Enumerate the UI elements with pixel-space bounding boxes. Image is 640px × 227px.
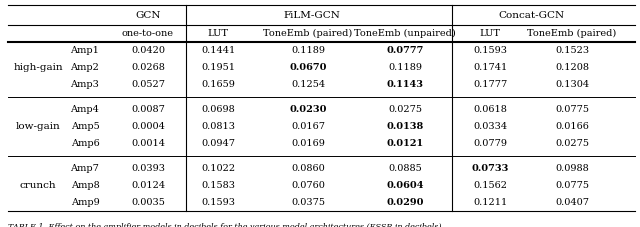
Text: 0.1593: 0.1593 <box>201 198 235 207</box>
Text: 0.0860: 0.0860 <box>291 164 325 173</box>
Text: Amp6: Amp6 <box>70 139 99 148</box>
Text: 0.1189: 0.1189 <box>291 46 325 55</box>
Text: ToneEmb (paired): ToneEmb (paired) <box>527 29 616 38</box>
Text: 0.1189: 0.1189 <box>388 63 422 72</box>
Text: 0.0775: 0.0775 <box>555 181 589 190</box>
Text: LUT: LUT <box>479 29 500 38</box>
Text: 0.0988: 0.0988 <box>555 164 589 173</box>
Text: LUT: LUT <box>207 29 228 38</box>
Text: 0.0604: 0.0604 <box>387 181 424 190</box>
Text: 0.1254: 0.1254 <box>291 80 325 89</box>
Text: 0.0775: 0.0775 <box>555 105 589 114</box>
Text: 0.1208: 0.1208 <box>555 63 589 72</box>
Text: 0.0004: 0.0004 <box>131 122 165 131</box>
Text: 0.0035: 0.0035 <box>131 198 165 207</box>
Text: Amp8: Amp8 <box>70 181 99 190</box>
Text: 0.0275: 0.0275 <box>388 105 422 114</box>
Text: 0.1583: 0.1583 <box>201 181 235 190</box>
Text: Amp1: Amp1 <box>70 46 99 55</box>
Text: Concat-GCN: Concat-GCN <box>498 10 564 20</box>
Text: 0.0014: 0.0014 <box>131 139 165 148</box>
Text: 0.1022: 0.1022 <box>201 164 235 173</box>
Text: 0.0813: 0.0813 <box>201 122 235 131</box>
Text: 0.0420: 0.0420 <box>131 46 165 55</box>
Text: ToneEmb (unpaired): ToneEmb (unpaired) <box>354 29 456 38</box>
Text: 0.0166: 0.0166 <box>555 122 589 131</box>
Text: Amp7: Amp7 <box>70 164 99 173</box>
Text: 0.1777: 0.1777 <box>473 80 507 89</box>
Text: GCN: GCN <box>135 10 161 20</box>
Text: crunch: crunch <box>20 181 56 190</box>
Text: 0.0087: 0.0087 <box>131 105 165 114</box>
Text: 0.0375: 0.0375 <box>291 198 325 207</box>
Text: 0.0169: 0.0169 <box>291 139 325 148</box>
Text: 0.0885: 0.0885 <box>388 164 422 173</box>
Text: Amp3: Amp3 <box>70 80 99 89</box>
Text: 0.0760: 0.0760 <box>291 181 325 190</box>
Text: 0.1441: 0.1441 <box>201 46 235 55</box>
Text: high-gain: high-gain <box>13 63 63 72</box>
Text: 0.1211: 0.1211 <box>473 198 507 207</box>
Text: ToneEmb (paired): ToneEmb (paired) <box>264 29 353 38</box>
Text: 0.0407: 0.0407 <box>555 198 589 207</box>
Text: 0.0698: 0.0698 <box>201 105 235 114</box>
Text: 0.1523: 0.1523 <box>555 46 589 55</box>
Text: low-gain: low-gain <box>15 122 60 131</box>
Text: 0.0121: 0.0121 <box>387 139 424 148</box>
Text: 0.0733: 0.0733 <box>471 164 509 173</box>
Text: 0.0268: 0.0268 <box>131 63 165 72</box>
Text: 0.0138: 0.0138 <box>387 122 424 131</box>
Text: Amp5: Amp5 <box>70 122 99 131</box>
Text: Amp2: Amp2 <box>70 63 99 72</box>
Text: 0.1659: 0.1659 <box>201 80 235 89</box>
Text: 0.0334: 0.0334 <box>473 122 507 131</box>
Text: 0.0167: 0.0167 <box>291 122 325 131</box>
Text: 0.1593: 0.1593 <box>473 46 507 55</box>
Text: 0.0779: 0.0779 <box>473 139 507 148</box>
Text: 0.0290: 0.0290 <box>387 198 424 207</box>
Text: 0.0777: 0.0777 <box>387 46 424 55</box>
Text: 0.0670: 0.0670 <box>289 63 327 72</box>
Text: 0.1741: 0.1741 <box>473 63 507 72</box>
Text: 0.0618: 0.0618 <box>473 105 507 114</box>
Text: TABLE 1. Effect on the amplifier models in decibels for the various model archit: TABLE 1. Effect on the amplifier models … <box>8 223 442 227</box>
Text: 0.1143: 0.1143 <box>387 80 424 89</box>
Text: 0.1562: 0.1562 <box>473 181 507 190</box>
Text: one-to-one: one-to-one <box>122 29 174 38</box>
Text: 0.0947: 0.0947 <box>201 139 235 148</box>
Text: 0.1951: 0.1951 <box>201 63 235 72</box>
Text: 0.0230: 0.0230 <box>289 105 327 114</box>
Text: 0.0393: 0.0393 <box>131 164 165 173</box>
Text: 0.0275: 0.0275 <box>555 139 589 148</box>
Text: 0.0527: 0.0527 <box>131 80 165 89</box>
Text: FiLM-GCN: FiLM-GCN <box>283 10 340 20</box>
Text: Amp4: Amp4 <box>70 105 99 114</box>
Text: 0.1304: 0.1304 <box>555 80 589 89</box>
Text: Amp9: Amp9 <box>70 198 99 207</box>
Text: 0.0124: 0.0124 <box>131 181 165 190</box>
